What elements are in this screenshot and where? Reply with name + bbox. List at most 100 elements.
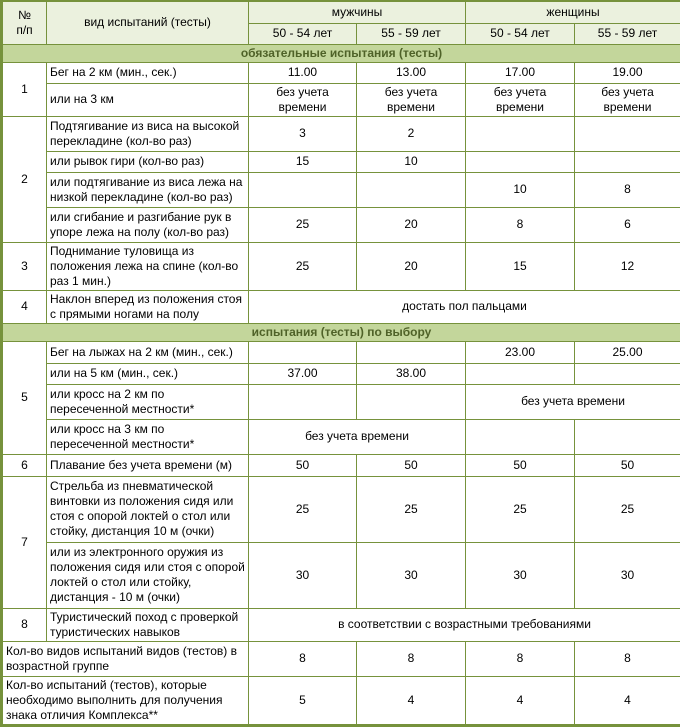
row-number: 1 (2, 62, 47, 116)
value-cell: 25 (249, 476, 357, 542)
value-cell: 8 (575, 641, 680, 676)
value-cell (575, 363, 680, 384)
test-name-cell: Бег на 2 км (мин., сек.) (47, 62, 249, 83)
value-cell: 20 (357, 207, 466, 242)
value-cell (357, 384, 466, 419)
footer-label-cell: Кол-во испытаний (тестов), которые необх… (2, 676, 249, 725)
test-name-cell: или сгибание и разгибание рук в упоре ле… (47, 207, 249, 242)
table-row: или на 3 км без учета времени без учета … (2, 83, 680, 116)
value-cell: без учета времени (249, 83, 357, 116)
value-cell: без учета времени (357, 83, 466, 116)
value-cell (249, 341, 357, 363)
value-cell: 4 (466, 676, 575, 725)
value-cell: 50 (357, 454, 466, 476)
value-cell: 50 (249, 454, 357, 476)
test-name-cell: или кросс на 3 км по пересеченной местно… (47, 419, 249, 454)
value-cell: 30 (466, 542, 575, 608)
value-cell: 37.00 (249, 363, 357, 384)
table-row: или кросс на 2 км по пересеченной местно… (2, 384, 680, 419)
value-cell: 30 (357, 542, 466, 608)
test-name-cell: Наклон вперед из положения стоя с прямым… (47, 290, 249, 323)
value-cell: без учета времени (466, 83, 575, 116)
table-row: 3 Поднимание туловища из положения лежа … (2, 242, 680, 290)
table-row: 6 Плавание без учета времени (м) 50 50 5… (2, 454, 680, 476)
section-band-label: испытания (тесты) по выбору (2, 323, 680, 341)
row-number: 8 (2, 608, 47, 641)
value-cell: без учета времени (575, 83, 680, 116)
value-cell: 20 (357, 242, 466, 290)
row-number: 5 (2, 341, 47, 454)
header-num-line1: № (6, 8, 43, 23)
value-cell: 13.00 (357, 62, 466, 83)
header-men-age-50-54: 50 - 54 лет (249, 23, 357, 44)
table-row: или сгибание и разгибание рук в упоре ле… (2, 207, 680, 242)
table-row: 4 Наклон вперед из положения стоя с прям… (2, 290, 680, 323)
section-band-label: обязательные испытания (тесты) (2, 44, 680, 62)
value-cell: 8 (575, 172, 680, 207)
value-cell: 8 (466, 207, 575, 242)
merged-value-cell: без учета времени (249, 419, 466, 454)
value-cell: 25 (357, 476, 466, 542)
value-cell: 2 (357, 116, 466, 151)
row-number: 2 (2, 116, 47, 242)
test-name-cell: или на 5 км (мин., сек.) (47, 363, 249, 384)
test-name-cell: или кросс на 2 км по пересеченной местно… (47, 384, 249, 419)
value-cell: 17.00 (466, 62, 575, 83)
value-cell: 30 (249, 542, 357, 608)
table-row: или из электронного оружия из положения … (2, 542, 680, 608)
test-name-cell: Стрельба из пневматической винтовки из п… (47, 476, 249, 542)
header-women-age-55-59: 55 - 59 лет (575, 23, 680, 44)
table-row: или кросс на 3 км по пересеченной местно… (2, 419, 680, 454)
footer-label-cell: Кол-во видов испытаний видов (тестов) в … (2, 641, 249, 676)
value-cell: 5 (249, 676, 357, 725)
table-row: или подтягивание из виса лежа на низкой … (2, 172, 680, 207)
value-cell: 30 (575, 542, 680, 608)
table-row: или на 5 км (мин., сек.) 37.00 38.00 (2, 363, 680, 384)
test-name-cell: Плавание без учета времени (м) (47, 454, 249, 476)
table-footer-row: Кол-во испытаний (тестов), которые необх… (2, 676, 680, 725)
value-cell: 23.00 (466, 341, 575, 363)
section-band-mandatory: обязательные испытания (тесты) (2, 44, 680, 62)
value-cell: 6 (575, 207, 680, 242)
value-cell (575, 116, 680, 151)
value-cell: 15 (466, 242, 575, 290)
value-cell (466, 116, 575, 151)
value-cell (466, 151, 575, 172)
table-row: или рывок гири (кол-во раз) 15 10 (2, 151, 680, 172)
merged-value-cell: в соответствии с возрастными требованиям… (249, 608, 680, 641)
value-cell: 50 (466, 454, 575, 476)
header-men-age-55-59: 55 - 59 лет (357, 23, 466, 44)
test-name-cell: Поднимание туловища из положения лежа на… (47, 242, 249, 290)
value-cell (357, 172, 466, 207)
header-test-name: вид испытаний (тесты) (47, 1, 249, 44)
header-num-line2: п/п (6, 23, 43, 38)
value-cell (249, 172, 357, 207)
value-cell: 50 (575, 454, 680, 476)
table-row: 5 Бег на лыжах на 2 км (мин., сек.) 23.0… (2, 341, 680, 363)
merged-value-cell: без учета времени (466, 384, 680, 419)
row-number: 7 (2, 476, 47, 608)
table-row: 1 Бег на 2 км (мин., сек.) 11.00 13.00 1… (2, 62, 680, 83)
value-cell: 8 (249, 641, 357, 676)
merged-value-cell: достать пол пальцами (249, 290, 680, 323)
test-name-cell: Туристический поход с проверкой туристич… (47, 608, 249, 641)
table-header: № п/п вид испытаний (тесты) мужчины женщ… (2, 1, 680, 44)
test-name-cell: или на 3 км (47, 83, 249, 116)
value-cell: 4 (357, 676, 466, 725)
value-cell (357, 341, 466, 363)
row-number: 4 (2, 290, 47, 323)
table-row: 2 Подтягивание из виса на высокой перекл… (2, 116, 680, 151)
value-cell (575, 151, 680, 172)
value-cell (575, 419, 680, 454)
value-cell: 10 (357, 151, 466, 172)
test-name-cell: или рывок гири (кол-во раз) (47, 151, 249, 172)
value-cell (249, 384, 357, 419)
value-cell: 11.00 (249, 62, 357, 83)
header-row-number: № п/п (2, 1, 47, 44)
value-cell: 25 (249, 207, 357, 242)
table-footer-row: Кол-во видов испытаний видов (тестов) в … (2, 641, 680, 676)
value-cell (466, 363, 575, 384)
row-number: 6 (2, 454, 47, 476)
table-row: 7 Стрельба из пневматической винтовки из… (2, 476, 680, 542)
